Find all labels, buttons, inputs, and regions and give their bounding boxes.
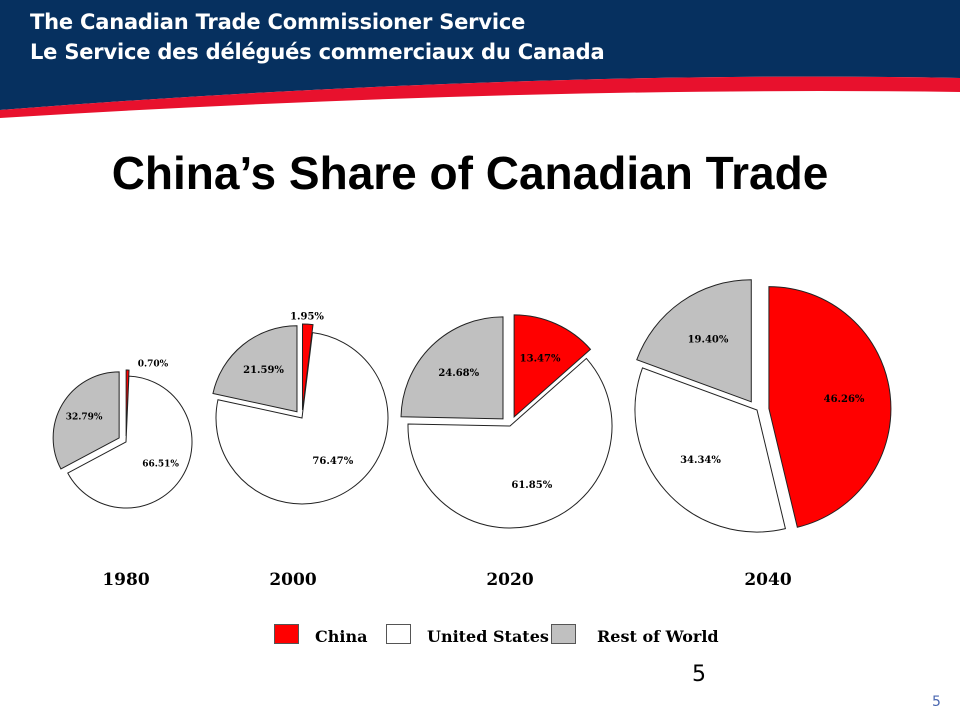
pie-2020-slice-china (513, 314, 592, 418)
pie-1980-slice-united-states (67, 375, 193, 509)
header-title-french: Le Service des délégués commerciaux du C… (30, 40, 605, 64)
header-title-english: The Canadian Trade Commissioner Service (30, 10, 526, 34)
legend-swatch-rest-of-world (551, 624, 576, 644)
pie-2040-year-label: 2040 (744, 570, 791, 590)
pie-2040-label-china: 46.26% (824, 394, 865, 405)
legend-label-united-states: United States (427, 627, 549, 646)
pie-2020-label-rest-of-world: 24.68% (438, 368, 479, 379)
pie-2000-label-china: 1.95% (290, 312, 324, 323)
pie-2020-label-united-states: 61.85% (511, 480, 552, 491)
banner-background (0, 0, 960, 118)
pie-1980-label-united-states: 66.51% (142, 459, 179, 469)
pie-1980-label-china: 0.70% (138, 360, 169, 370)
slide-number: 5 (692, 662, 706, 687)
pie-1980-label-rest-of-world: 32.79% (66, 412, 103, 422)
legend-swatch-china (274, 624, 299, 644)
pie-2040-label-rest-of-world: 19.40% (688, 334, 729, 345)
pie-2000-label-rest-of-world: 21.59% (243, 365, 284, 376)
legend-label-china: China (315, 627, 368, 646)
pie-2000-slice-united-states (215, 332, 389, 505)
pie-2000-year-label: 2000 (269, 570, 316, 590)
pie-2040-slice-china (768, 286, 892, 528)
legend-label-rest-of-world: Rest of World (597, 627, 719, 646)
pie-1980-slice-rest-of-world (52, 371, 120, 470)
slide-number-corner: 5 (932, 694, 941, 710)
pie-2040-slice-rest-of-world (636, 279, 752, 403)
pie-2000-slice-rest-of-world (212, 325, 298, 413)
pie-2020-year-label: 2020 (486, 570, 533, 590)
pie-1980-year-label: 1980 (102, 570, 149, 590)
pie-2000-slice-china (301, 323, 314, 411)
pie-2020-label-china: 13.47% (520, 354, 561, 365)
pie-2040-slice-united-states (634, 367, 787, 533)
legend-swatch-united-states (386, 624, 411, 644)
pie-2020-slice-united-states (407, 357, 613, 529)
pie-2020-slice-rest-of-world (400, 316, 504, 420)
pie-2000-label-united-states: 76.47% (312, 456, 353, 467)
header-banner: The Canadian Trade Commissioner Service … (0, 0, 960, 120)
pie-2040-label-united-states: 34.34% (680, 455, 721, 466)
page-title: China’s Share of Canadian Trade (111, 147, 829, 199)
